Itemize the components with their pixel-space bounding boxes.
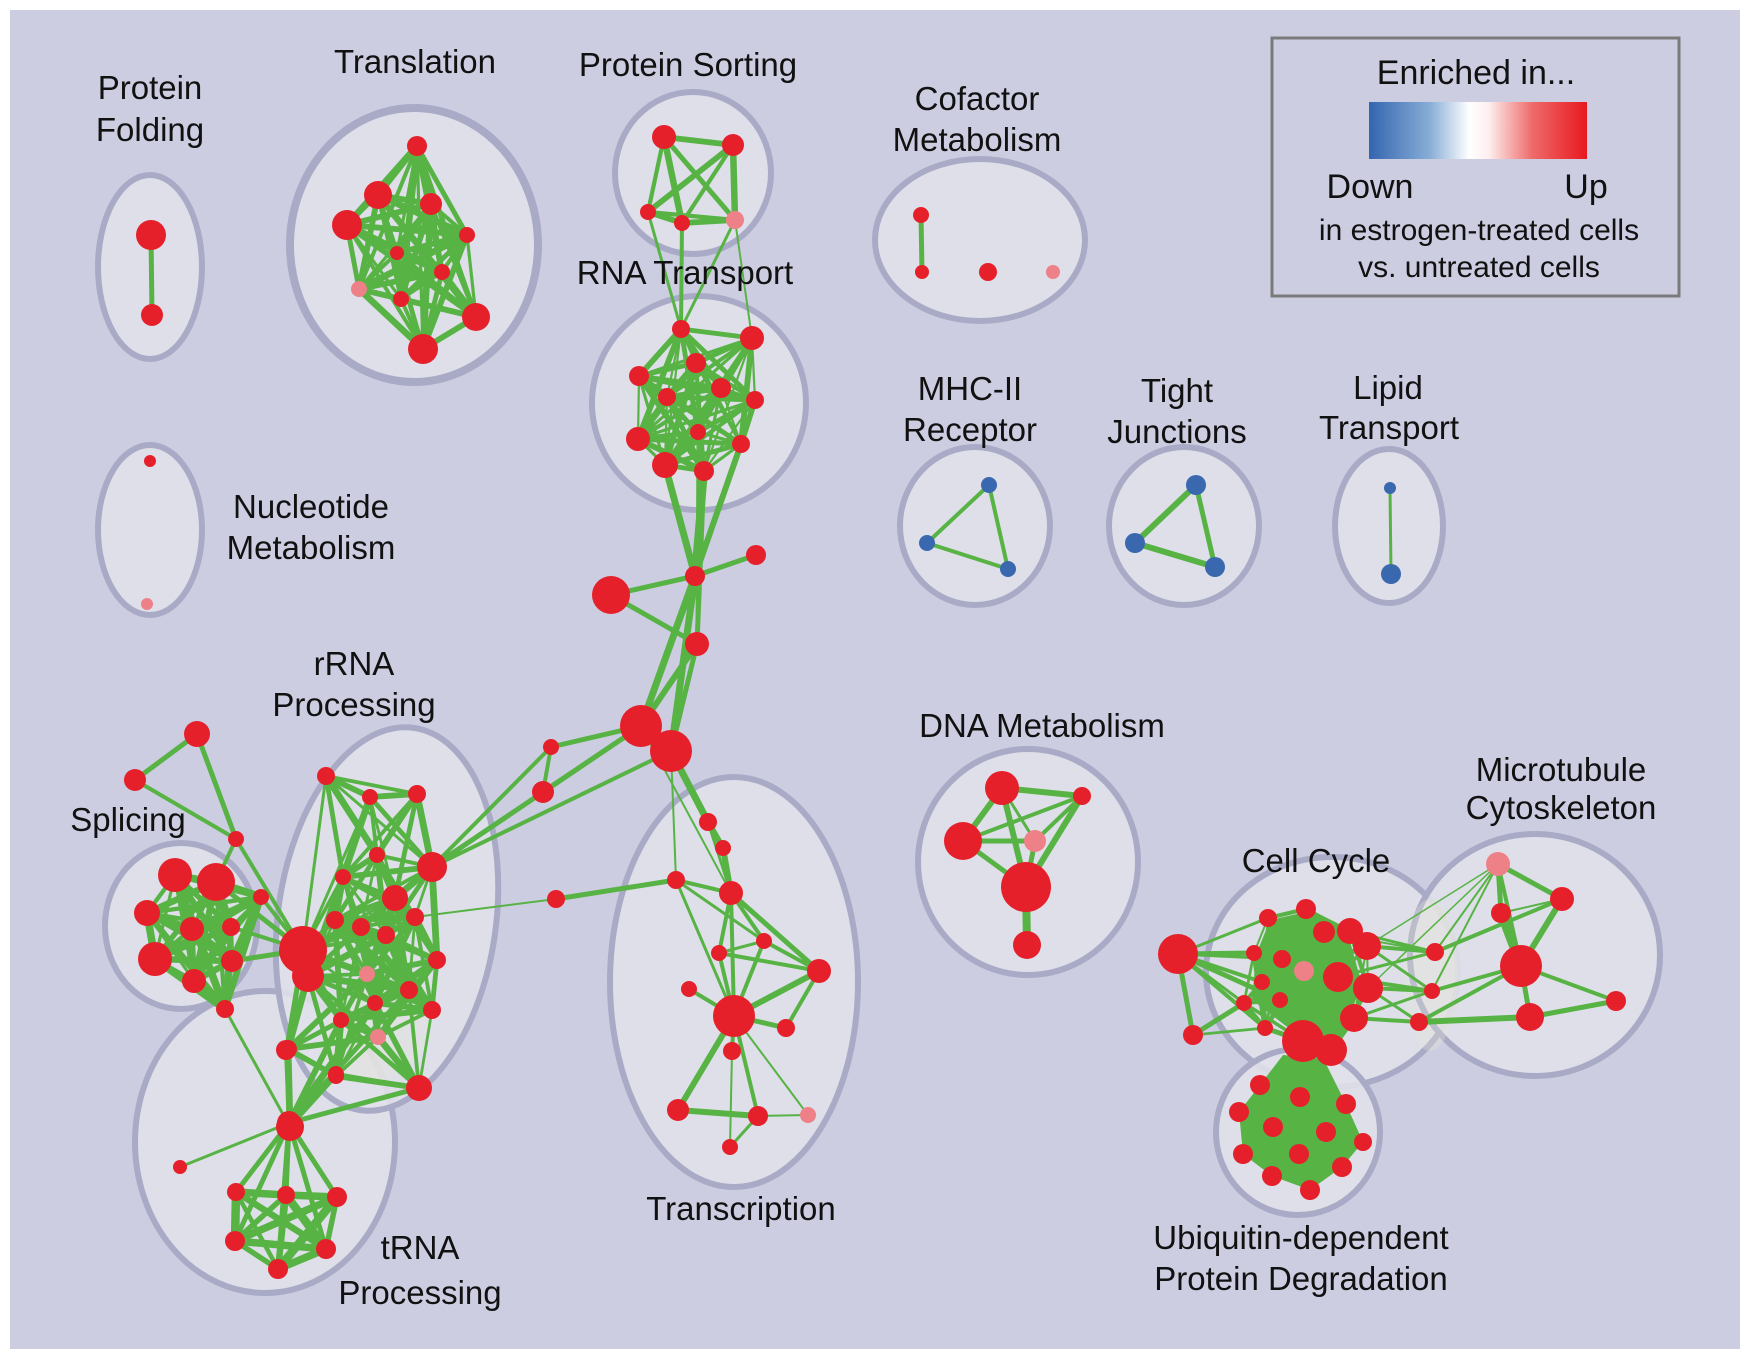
svg-text:Lipid: Lipid [1353,369,1423,406]
svg-text:in estrogen-treated cells: in estrogen-treated cells [1319,214,1639,247]
svg-text:Folding: Folding [96,111,204,148]
svg-text:Transport: Transport [1319,409,1459,446]
svg-text:Cell Cycle: Cell Cycle [1242,842,1391,879]
svg-text:vs. untreated cells: vs. untreated cells [1358,251,1600,284]
svg-text:Protein Degradation: Protein Degradation [1154,1260,1448,1297]
svg-text:Junctions: Junctions [1107,413,1246,450]
svg-text:Processing: Processing [338,1274,501,1311]
svg-text:DNA Metabolism: DNA Metabolism [919,707,1165,744]
svg-text:Cofactor: Cofactor [915,80,1040,117]
svg-text:Processing: Processing [272,686,435,723]
svg-text:Protein: Protein [98,69,203,106]
svg-text:RNA Transport: RNA Transport [577,254,793,291]
svg-text:Metabolism: Metabolism [893,121,1062,158]
svg-text:Down: Down [1327,168,1414,206]
svg-text:Cytoskeleton: Cytoskeleton [1466,789,1657,826]
svg-text:Metabolism: Metabolism [227,529,396,566]
svg-text:Protein Sorting: Protein Sorting [579,46,797,83]
svg-text:Enriched in...: Enriched in... [1377,54,1575,92]
svg-text:rRNA: rRNA [314,645,395,682]
svg-text:tRNA: tRNA [381,1229,460,1266]
svg-text:Up: Up [1564,168,1607,206]
svg-text:Splicing: Splicing [70,801,186,838]
svg-text:Tight: Tight [1141,372,1213,409]
svg-text:MHC-II: MHC-II [918,370,1022,407]
svg-text:Nucleotide: Nucleotide [233,488,389,525]
svg-text:Translation: Translation [334,43,496,80]
svg-text:Microtubule: Microtubule [1476,751,1647,788]
svg-text:Transcription: Transcription [646,1190,836,1227]
svg-text:Receptor: Receptor [903,411,1037,448]
svg-text:Ubiquitin-dependent: Ubiquitin-dependent [1153,1219,1448,1256]
